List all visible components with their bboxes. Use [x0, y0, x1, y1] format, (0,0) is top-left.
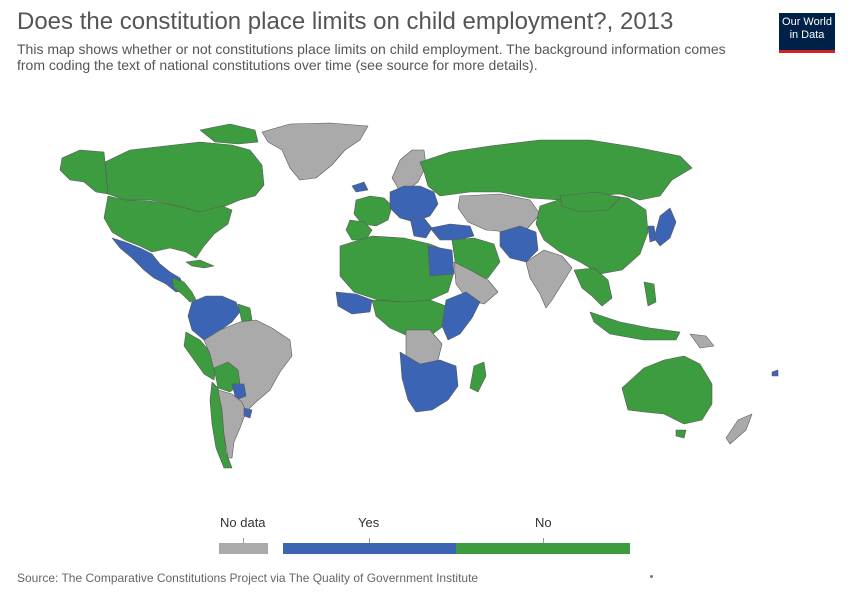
legend-tick-no [543, 538, 544, 543]
region-southern-africa[interactable] [399, 351, 459, 413]
region-north-africa[interactable] [339, 235, 455, 303]
source-note[interactable]: Source: The Comparative Constitutions Pr… [17, 571, 479, 585]
logo-line-1: Our World [782, 16, 832, 28]
region-madagascar[interactable] [469, 361, 487, 393]
region-philippines[interactable] [643, 281, 657, 307]
region-australia[interactable] [621, 355, 713, 425]
region-east-africa[interactable] [441, 291, 481, 341]
region-uruguay[interactable] [243, 407, 253, 419]
region-western-europe[interactable] [353, 195, 393, 227]
region-canada[interactable] [104, 141, 265, 213]
region-canada-islands[interactable] [199, 123, 259, 145]
region-alaska[interactable] [59, 149, 109, 195]
region-central-africa[interactable] [371, 299, 447, 337]
region-scandinavia[interactable] [391, 149, 427, 191]
region-indonesia[interactable] [589, 311, 681, 341]
region-png[interactable] [689, 333, 715, 349]
legend-swatch-no[interactable] [456, 543, 630, 554]
region-peru[interactable] [183, 331, 217, 381]
world-map [59, 122, 779, 469]
region-iceland[interactable] [351, 181, 369, 193]
region-afpak[interactable] [499, 225, 539, 263]
region-turkey[interactable] [429, 223, 475, 241]
legend-label-no: No [535, 515, 552, 530]
region-northern-south-america[interactable] [187, 295, 241, 341]
region-tasmania[interactable] [675, 429, 687, 439]
chart-title: Does the constitution place limits on ch… [17, 8, 674, 35]
legend-tick-yes [369, 538, 370, 543]
region-fiji[interactable] [771, 369, 779, 377]
chart-subtitle: This map shows whether or not constituti… [17, 41, 726, 73]
region-japan[interactable] [653, 207, 677, 247]
region-argentina[interactable] [217, 389, 247, 459]
region-greenland[interactable] [261, 122, 369, 181]
region-guianas[interactable] [237, 303, 253, 323]
region-india[interactable] [525, 249, 573, 309]
footer-dot [650, 575, 653, 578]
region-paraguay[interactable] [231, 383, 247, 401]
logo-line-2: in Data [789, 29, 825, 41]
legend-tick-no-data [243, 538, 244, 543]
region-usa[interactable] [103, 195, 233, 259]
region-cuba[interactable] [185, 259, 215, 269]
region-central-europe[interactable] [389, 185, 439, 223]
region-mongolia[interactable] [559, 191, 621, 213]
legend-label-no-data: No data [220, 515, 266, 530]
owid-logo[interactable]: Our World in Data [779, 13, 835, 53]
region-west-africa[interactable] [335, 291, 373, 315]
region-russia[interactable] [419, 139, 693, 201]
region-new-zealand[interactable] [725, 413, 753, 445]
legend-swatch-yes[interactable] [283, 543, 456, 554]
region-korea[interactable] [647, 225, 657, 243]
region-balkans[interactable] [409, 217, 433, 239]
region-central-america[interactable] [171, 277, 197, 303]
legend-label-yes: Yes [358, 515, 380, 530]
region-southeast-asia[interactable] [573, 267, 613, 307]
logo-red-bar [779, 50, 835, 53]
region-egypt[interactable] [427, 245, 455, 277]
legend-swatch-no-data[interactable] [219, 543, 268, 554]
